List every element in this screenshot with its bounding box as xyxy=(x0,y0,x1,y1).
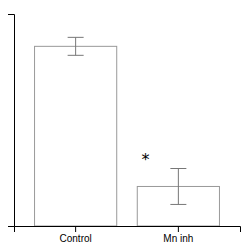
error-cap xyxy=(68,37,84,38)
x-tick-mark xyxy=(178,226,179,232)
chart: Control Mn inh * xyxy=(0,0,252,252)
plot: Control Mn inh * xyxy=(8,15,241,245)
error-bar xyxy=(170,169,186,205)
bar xyxy=(35,46,117,226)
x-tick: Control xyxy=(60,226,92,244)
y-axis-line xyxy=(8,15,15,227)
x-tick: Mn inh xyxy=(163,226,193,244)
y-axis xyxy=(8,15,15,227)
x-tick-label: Mn inh xyxy=(163,233,193,244)
marks xyxy=(35,37,220,226)
x-tick-label: Control xyxy=(60,233,92,244)
error-line xyxy=(178,169,179,205)
error-cap xyxy=(170,168,186,169)
x-axis: Control Mn inh xyxy=(15,226,241,244)
x-tick-mark xyxy=(75,226,76,232)
error-cap xyxy=(170,204,186,205)
error-bar xyxy=(68,37,84,55)
error-line xyxy=(75,37,76,55)
x-axis-line xyxy=(15,227,241,233)
error-cap xyxy=(68,55,84,56)
annotation: * xyxy=(141,150,149,169)
